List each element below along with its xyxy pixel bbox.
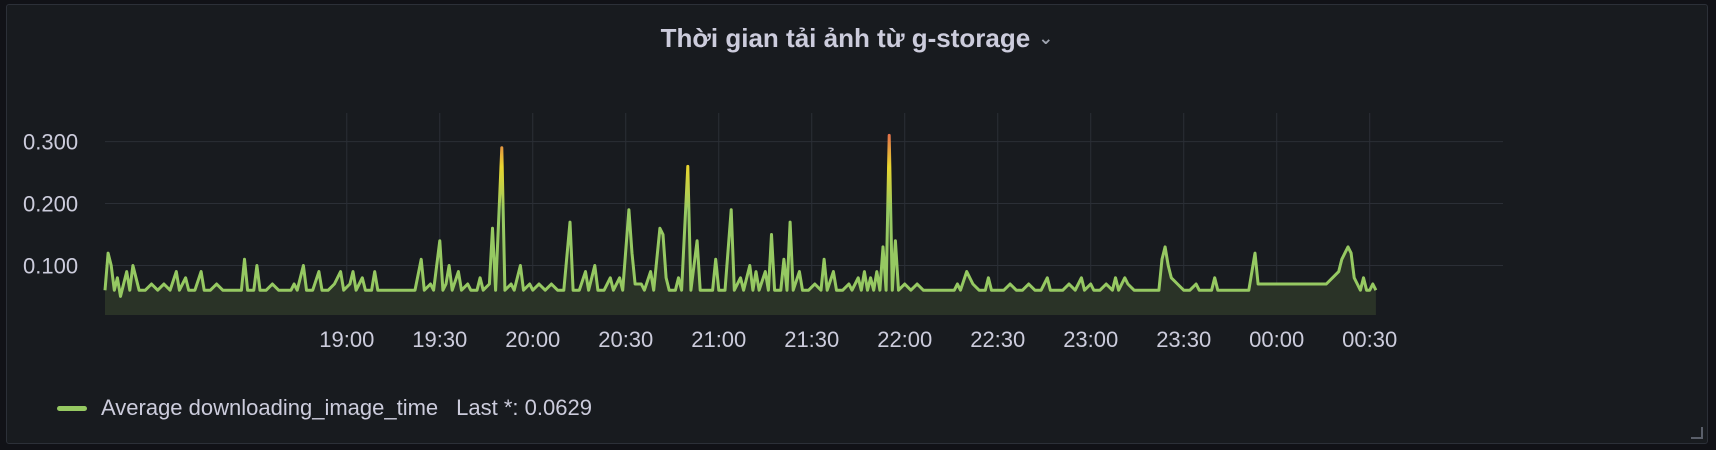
y-tick-label: 0.200 [23,192,78,217]
x-tick-label: 00:30 [1342,327,1397,352]
y-tick-label: 0.300 [23,130,78,155]
x-tick-label: 22:00 [877,327,932,352]
legend-swatch [57,405,87,411]
resize-handle-icon[interactable] [1691,427,1703,439]
panel-title[interactable]: Thời gian tải ảnh từ g-storage ⌄ [7,23,1707,54]
x-tick-label: 20:00 [505,327,560,352]
chevron-down-icon[interactable]: ⌄ [1038,28,1054,48]
x-tick-label: 23:00 [1063,327,1118,352]
y-axis: 0.100 0.200 0.300 [23,130,78,279]
legend[interactable]: Average downloading_image_time Last *: 0… [57,395,592,421]
x-tick-label: 19:00 [319,327,374,352]
x-tick-label: 20:30 [598,327,653,352]
y-tick-label: 0.100 [23,253,78,278]
x-tick-label: 22:30 [970,327,1025,352]
legend-series-name[interactable]: Average downloading_image_time [101,395,439,420]
panel-title-text: Thời gian tải ảnh từ g-storage [660,23,1031,53]
time-series-chart: 0.100 0.200 0.300 19:00 19:30 20:00 20:30 21:0… [23,113,1503,352]
x-tick-label: 21:00 [691,327,746,352]
x-axis: 19:00 19:30 20:00 20:30 21:00 21:30 22:00 22:30… [319,327,1397,352]
series-line[interactable] [103,133,1378,298]
x-tick-label: 23:30 [1156,327,1211,352]
chart-panel: Thời gian tải ảnh từ g-storage ⌄ 0.100 0.2… [6,4,1708,444]
x-tick-label: 00:00 [1249,327,1304,352]
x-tick-label: 21:30 [784,327,839,352]
legend-last-value: Last *: 0.0629 [456,395,592,420]
x-tick-label: 19:30 [412,327,467,352]
